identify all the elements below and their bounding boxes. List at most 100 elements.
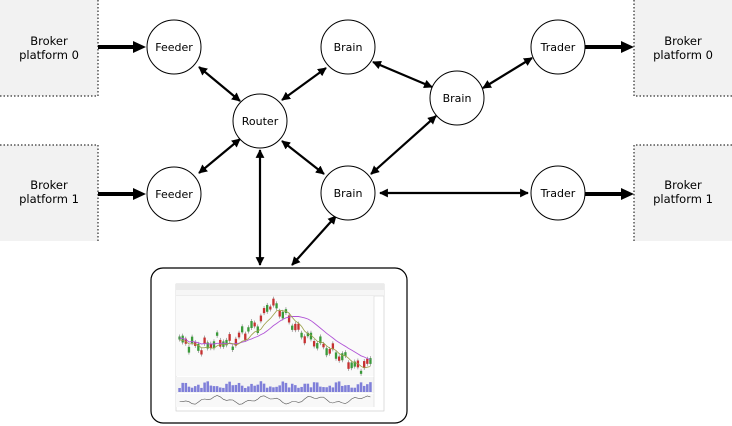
arrowhead xyxy=(133,188,146,200)
candle xyxy=(300,332,303,338)
volume-bar xyxy=(262,383,266,392)
node-brain-mid: Brain xyxy=(429,70,485,126)
candle xyxy=(297,323,300,330)
arrowhead xyxy=(133,41,146,53)
broker-platform-right-0: Broker platform 0 xyxy=(633,0,732,97)
volume-bar xyxy=(187,386,191,392)
volume-bar xyxy=(234,384,238,392)
volume-bar xyxy=(250,383,253,392)
volume-bar xyxy=(359,382,363,392)
volume-bar xyxy=(197,384,200,392)
volume-bar xyxy=(265,387,269,392)
candle xyxy=(225,339,228,346)
volume-bar xyxy=(240,385,244,392)
candle xyxy=(344,352,347,357)
node-trader-0: Trader xyxy=(530,19,586,75)
node-label: Trader xyxy=(540,187,576,200)
node-label: Brain xyxy=(334,187,363,200)
moving-average-line xyxy=(179,309,371,369)
volume-bar xyxy=(253,385,256,392)
node-label: Feeder xyxy=(155,41,193,54)
candle xyxy=(244,333,247,340)
volume-bar xyxy=(218,387,222,392)
volume-bar xyxy=(353,387,357,392)
volume-bar xyxy=(334,382,338,392)
candle xyxy=(190,336,194,344)
candle xyxy=(303,336,306,344)
mini-trading-chart xyxy=(175,283,385,412)
candle xyxy=(209,343,213,349)
broker-platform-left-1: Broker platform 1 xyxy=(0,144,99,241)
volume-bar xyxy=(344,385,347,392)
moving-average-line xyxy=(179,315,371,360)
platform-label-line2: platform 1 xyxy=(19,192,79,206)
candle xyxy=(334,352,338,359)
volume-bar xyxy=(328,385,332,392)
candle xyxy=(262,308,266,314)
node-feeder-0: Feeder xyxy=(146,19,202,75)
chart-client-tablet xyxy=(150,267,408,424)
volume-bar xyxy=(178,388,181,392)
candle xyxy=(369,358,372,364)
candle xyxy=(203,337,206,344)
candle xyxy=(322,343,325,348)
volume-bar xyxy=(319,386,322,392)
volume-bar xyxy=(290,383,294,392)
volume-bar xyxy=(222,387,225,392)
volume-bar xyxy=(256,384,260,392)
candle xyxy=(206,342,209,349)
candle xyxy=(347,362,350,369)
volume-bar xyxy=(347,385,350,392)
volume-bar xyxy=(272,387,275,392)
candle xyxy=(222,341,225,347)
chart-toolbar xyxy=(176,290,384,296)
volume-bar xyxy=(303,383,306,392)
candle xyxy=(316,343,319,349)
node-trader-1: Trader xyxy=(530,165,586,221)
candle xyxy=(197,343,200,351)
volume-bar xyxy=(284,382,288,392)
candle xyxy=(272,298,275,306)
volume-bar xyxy=(306,383,310,392)
candle xyxy=(231,346,234,351)
volume-bar xyxy=(215,386,219,392)
candle xyxy=(350,362,353,369)
candle xyxy=(275,303,278,309)
volume-bar xyxy=(287,387,291,392)
volume-bar xyxy=(362,385,366,392)
link-feeder0-router xyxy=(198,66,241,102)
volume-bar xyxy=(184,382,188,392)
candle xyxy=(363,361,366,368)
platform-label-line1: Broker xyxy=(30,34,68,48)
candle xyxy=(281,311,284,319)
volume-bar xyxy=(322,387,325,392)
volume-bar xyxy=(341,385,344,392)
link-brain-low-chart xyxy=(291,215,337,266)
node-label: Brain xyxy=(443,92,472,105)
candle xyxy=(178,336,181,340)
volume-bar xyxy=(259,381,263,392)
candle xyxy=(341,353,344,361)
chart-indicator-pane xyxy=(176,394,374,407)
candle xyxy=(291,325,294,330)
chart-titlebar xyxy=(176,284,384,290)
broker-platform-left-0: Broker platform 0 xyxy=(0,0,99,97)
arrowhead xyxy=(621,188,634,200)
platform-label-line1: Broker xyxy=(30,178,68,192)
broker-platform-right-1: Broker platform 1 xyxy=(633,144,732,241)
arrowhead xyxy=(621,41,634,53)
platform-label-line2: platform 0 xyxy=(19,48,79,62)
candle xyxy=(266,304,269,312)
volume-bar xyxy=(209,385,213,392)
candle xyxy=(256,326,259,333)
candle xyxy=(181,335,184,343)
indicator-line xyxy=(179,395,371,405)
candle xyxy=(200,350,203,355)
link-feeder1-router xyxy=(198,138,241,174)
candle xyxy=(237,332,241,338)
candle xyxy=(250,321,253,329)
node-label: Brain xyxy=(334,41,363,54)
link-brain-low-brain-mid xyxy=(370,115,437,175)
candle xyxy=(325,348,328,356)
